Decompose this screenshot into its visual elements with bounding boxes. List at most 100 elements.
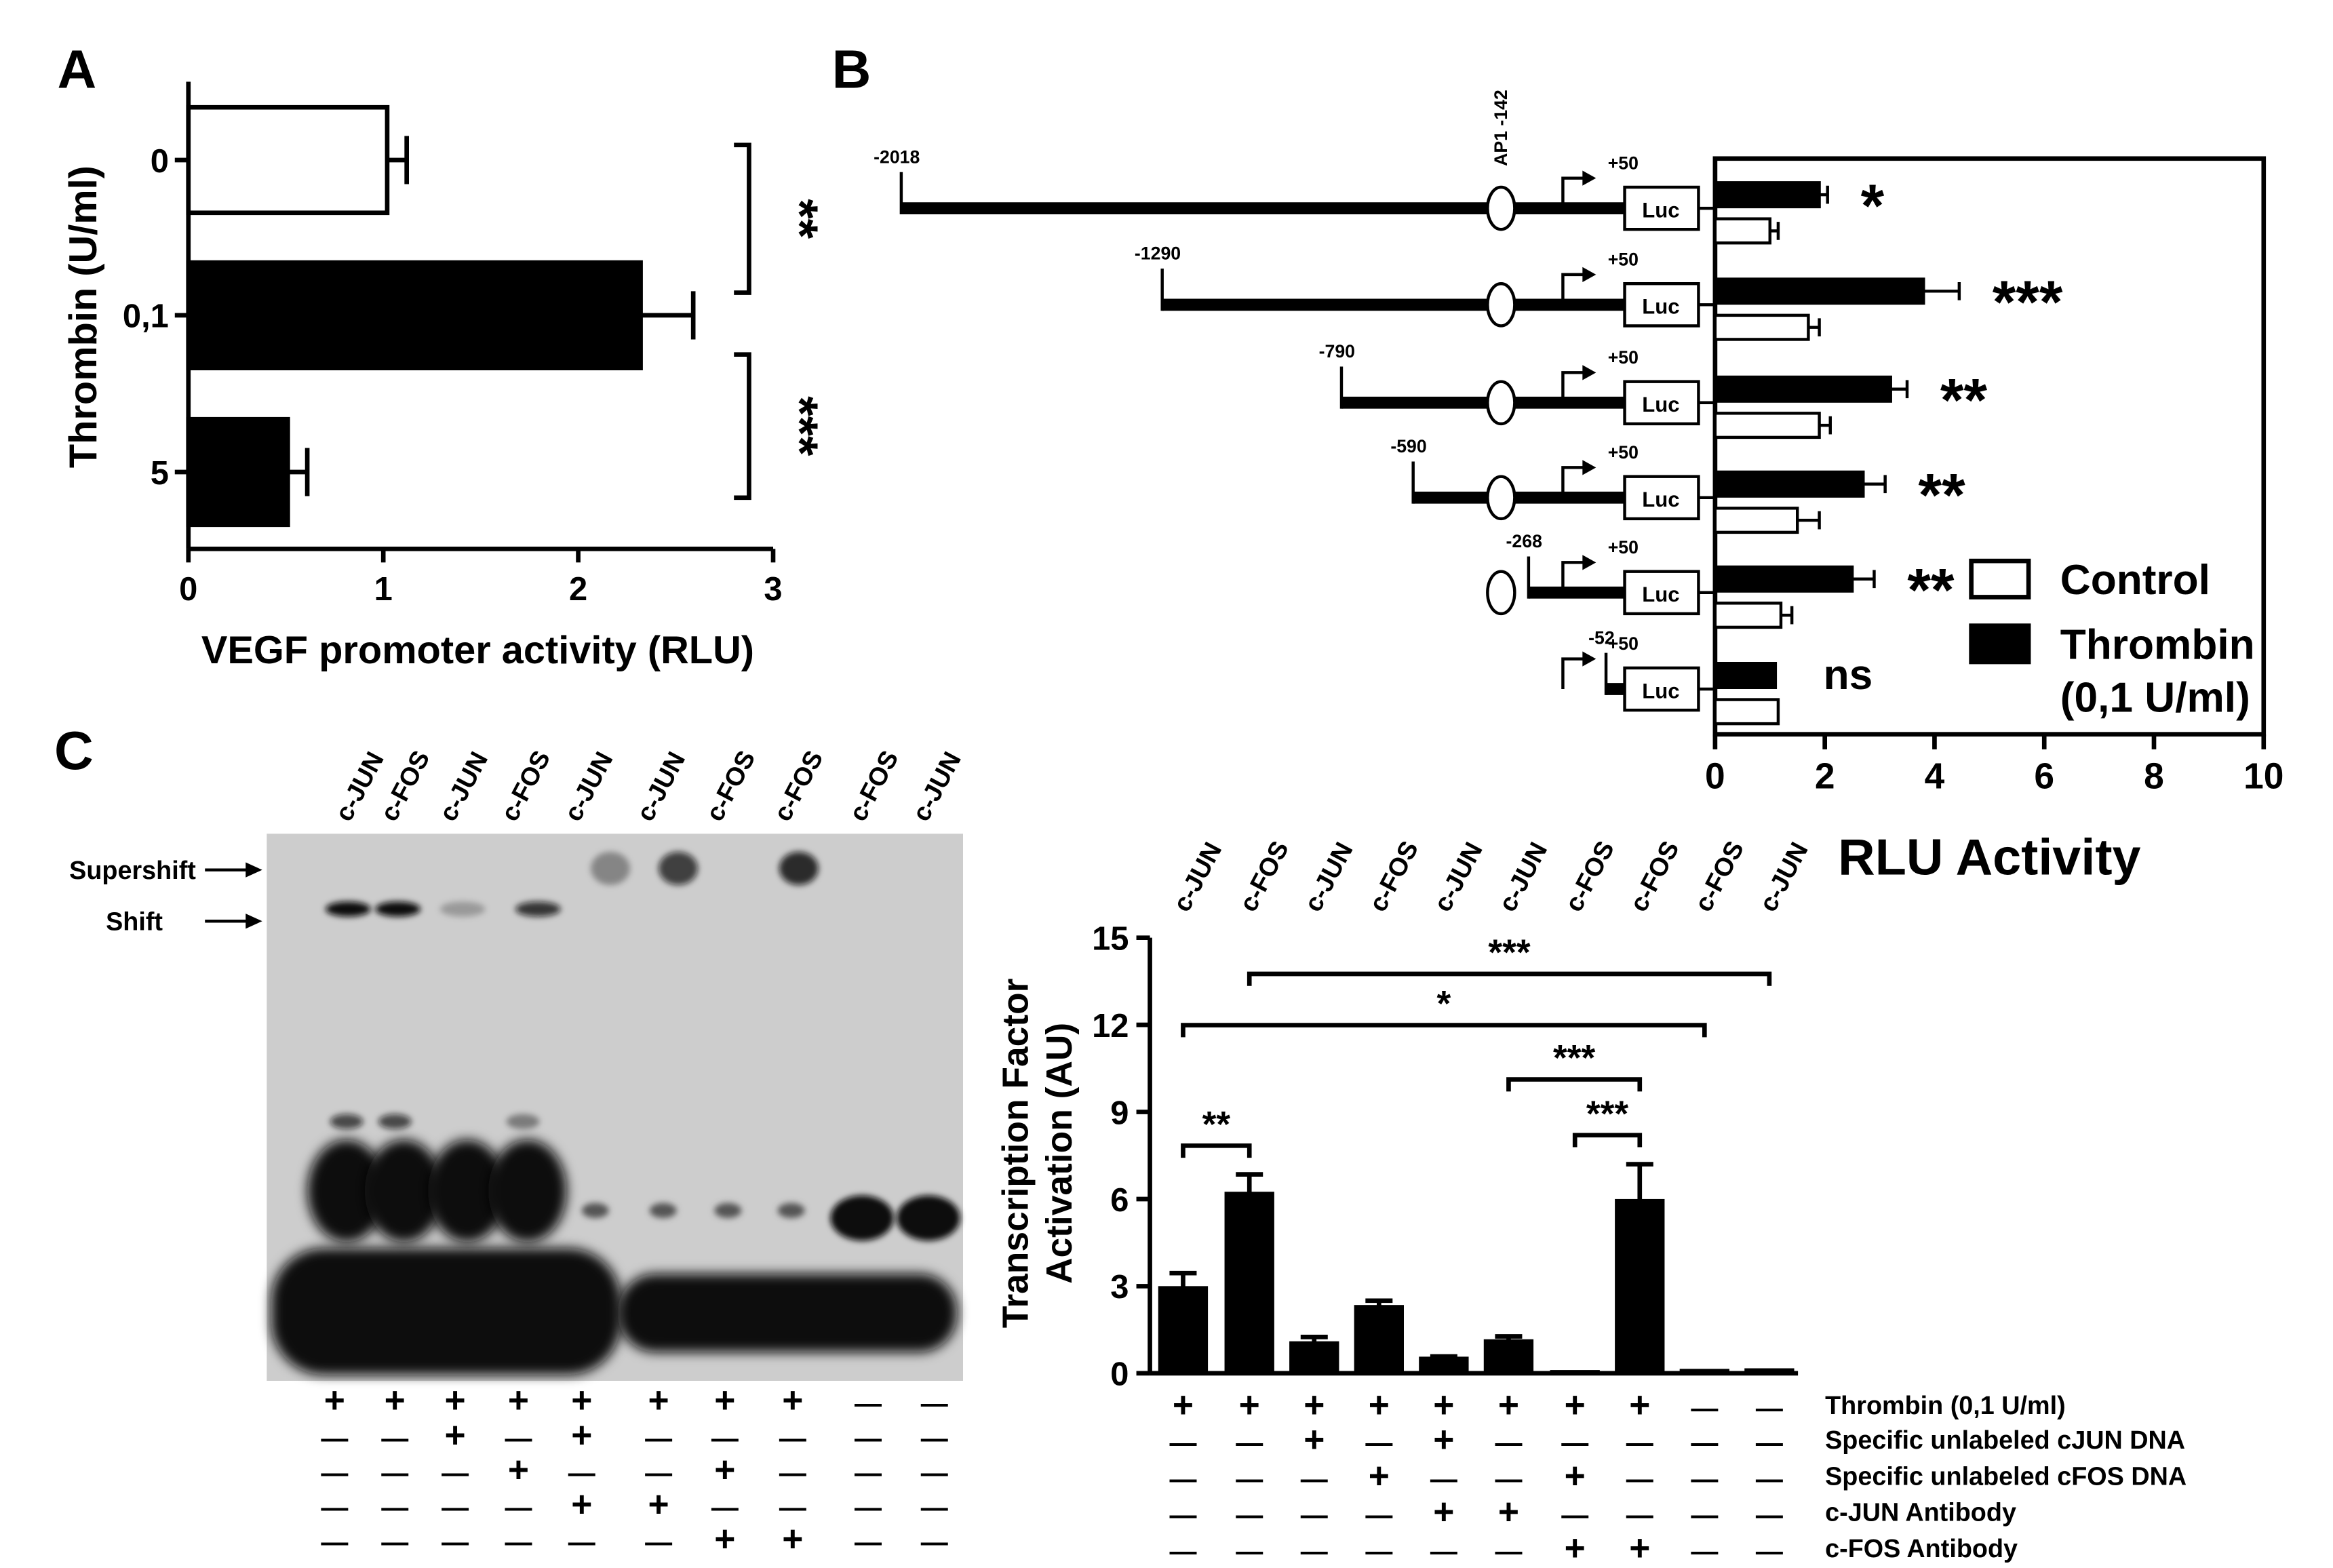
- b-control-bar: [1713, 602, 1783, 629]
- c-condition-mark: —: [1495, 1536, 1522, 1566]
- b-luc-label: Luc: [1642, 295, 1679, 319]
- c-condition-mark: +: [1629, 1385, 1650, 1425]
- c-category-label: c-FOS: [1560, 836, 1620, 916]
- c-y-tick-label: 3: [1110, 1269, 1129, 1306]
- b-thrombin-bar: [1713, 662, 1778, 690]
- b-luc-box: [1623, 282, 1700, 328]
- c-y-tick-label: 12: [1092, 1008, 1129, 1044]
- gel-condition-mark: —: [921, 1527, 948, 1557]
- c-significance-label: ***: [1586, 1094, 1629, 1134]
- b-legend-sub-thrombin: (0,1 U/ml): [2060, 674, 2250, 721]
- b-ap1-site: [1486, 282, 1516, 328]
- c-significance-label: ***: [1488, 933, 1531, 973]
- gel-supershift-arrowhead: [246, 862, 262, 878]
- gel-condition-mark: +: [714, 1450, 735, 1490]
- c-category-label: c-JUN: [1754, 838, 1814, 916]
- c-condition-mark: —: [1561, 1428, 1588, 1457]
- gel-condition-mark: —: [568, 1458, 595, 1488]
- c-condition-mark: —: [1365, 1536, 1392, 1566]
- c-bar: [1224, 1192, 1274, 1375]
- b-construct-start-label: -52: [1588, 627, 1615, 648]
- a-significance-bracket: [734, 352, 751, 501]
- gel-condition-mark: —: [711, 1493, 739, 1523]
- b-x-tick-label: 10: [2243, 757, 2283, 797]
- b-x-tick-label: 8: [2144, 757, 2164, 797]
- c-significance-label: **: [1202, 1105, 1231, 1145]
- gel-condition-mark: +: [324, 1381, 345, 1421]
- gel-condition-mark: —: [855, 1527, 882, 1557]
- gel-minor-band: [506, 1114, 540, 1129]
- gel-condition-mark: —: [779, 1458, 806, 1488]
- c-category-label: c-JUN: [1428, 838, 1488, 916]
- b-luc-box: [1623, 475, 1700, 521]
- b-thrombin-bar: [1713, 470, 1865, 498]
- b-tss-arrowhead: [1582, 460, 1596, 475]
- b-construct-start-label: -2018: [874, 146, 920, 167]
- gel-condition-mark: —: [645, 1458, 672, 1488]
- c-condition-mark: —: [1495, 1428, 1522, 1457]
- gel-minor-band: [330, 1114, 364, 1129]
- a-category-label: 0,1: [123, 298, 169, 335]
- b-construct-end-label: +50: [1608, 442, 1639, 463]
- b-tss-arrow: [1561, 466, 1586, 498]
- gel-condition-mark: +: [571, 1381, 592, 1421]
- b-significance-label: **: [1907, 556, 1955, 623]
- b-construct-start-label: -268: [1506, 531, 1542, 551]
- c-condition-mark: —: [1626, 1464, 1653, 1494]
- c-condition-label: c-FOS Antibody: [1825, 1535, 2018, 1563]
- gel-condition-mark: —: [381, 1527, 408, 1557]
- c-condition-mark: —: [1691, 1393, 1718, 1423]
- b-luc-box: [1623, 666, 1700, 712]
- c-y-tick-label: 6: [1110, 1182, 1129, 1219]
- c-condition-mark: —: [1169, 1428, 1196, 1457]
- gel-condition-mark: —: [321, 1424, 348, 1453]
- c-category-label: c-FOS: [1624, 836, 1685, 916]
- gel-shift-band: [375, 901, 420, 917]
- gel-faint-band: [777, 1202, 805, 1218]
- a-x-tick-label: 2: [569, 571, 587, 608]
- gel-condition-mark: —: [855, 1493, 882, 1523]
- b-significance-label: **: [1919, 461, 1966, 528]
- c-significance-bracket: [1506, 1077, 1643, 1092]
- c-category-label: c-JUN: [1168, 838, 1228, 916]
- panel-a-y-axis-label: Thrombin (U/ml): [62, 165, 105, 468]
- gel-supershift-band: [779, 852, 819, 885]
- gel-lane-label: c-FOS: [701, 746, 761, 826]
- gel-condition-mark: —: [442, 1527, 469, 1557]
- gel-condition-mark: +: [571, 1415, 592, 1455]
- c-bar: [1744, 1368, 1795, 1375]
- panel-label-c: C: [54, 720, 94, 781]
- gel-complex-band: [488, 1139, 567, 1242]
- c-condition-mark: —: [1691, 1536, 1718, 1566]
- c-condition-mark: +: [1433, 1419, 1454, 1459]
- b-construct-start-label: -590: [1390, 436, 1426, 456]
- c-y-axis-label: Transcription Factor: [996, 979, 1036, 1329]
- gel-condition-mark: —: [442, 1493, 469, 1523]
- c-condition-mark: +: [1433, 1385, 1454, 1425]
- a-category-label: 0: [151, 143, 169, 180]
- c-condition-mark: —: [1169, 1500, 1196, 1530]
- gel-condition-mark: +: [571, 1485, 592, 1525]
- c-y-tick-label: 0: [1110, 1356, 1129, 1393]
- a-bar: [186, 260, 643, 371]
- c-condition-mark: —: [1756, 1428, 1783, 1457]
- c-condition-mark: —: [1561, 1500, 1588, 1530]
- b-tss-arrow: [1561, 176, 1586, 209]
- gel-supershift-band: [591, 852, 630, 885]
- gel-condition-mark: —: [321, 1493, 348, 1523]
- gel-complex-band: [307, 1139, 386, 1242]
- gel-shift-arrowhead: [246, 914, 262, 929]
- gel-condition-mark: —: [855, 1389, 882, 1419]
- c-significance-bracket: [1181, 1023, 1707, 1038]
- c-condition-mark: —: [1691, 1464, 1718, 1494]
- c-condition-mark: —: [1301, 1500, 1328, 1530]
- b-ap1-site: [1486, 570, 1516, 616]
- c-significance-bracket: [1572, 1133, 1643, 1148]
- gel-condition-mark: +: [445, 1381, 466, 1421]
- c-condition-mark: —: [1236, 1536, 1263, 1566]
- gel-shift-band: [326, 901, 371, 917]
- a-x-tick-label: 1: [374, 571, 393, 608]
- gel-condition-mark: +: [445, 1415, 466, 1455]
- c-condition-mark: +: [1498, 1385, 1519, 1425]
- gel-condition-mark: —: [505, 1493, 532, 1523]
